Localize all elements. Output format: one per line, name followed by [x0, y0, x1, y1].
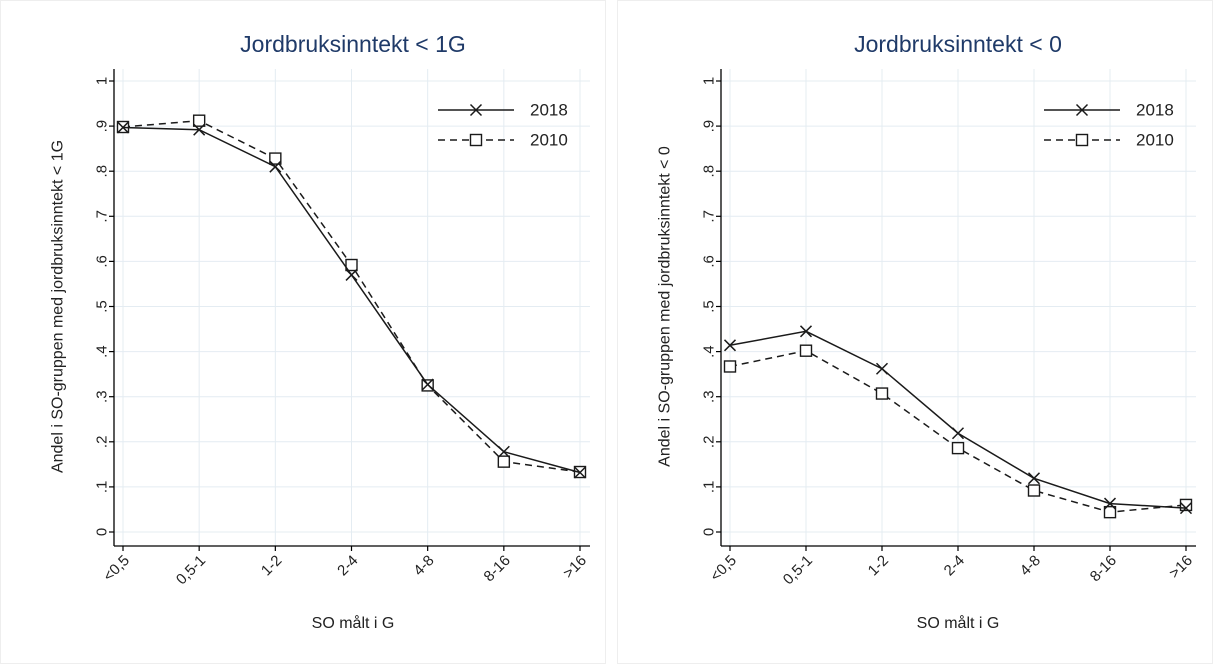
- y-axis-title: Andel i SO-gruppen med jordbruksinntekt …: [50, 140, 67, 473]
- square-marker: [799, 344, 813, 357]
- y-tick-label: .5: [701, 300, 718, 313]
- square-marker: [1075, 133, 1089, 147]
- series-2010: [723, 344, 1193, 519]
- square-marker: [1027, 484, 1041, 497]
- y-tick-label: .9: [701, 120, 718, 133]
- legend-label: 2010: [530, 131, 568, 150]
- y-tick-label: .2: [94, 436, 111, 449]
- panel-right-frame: [617, 0, 1213, 664]
- x-marker: [116, 121, 130, 134]
- x-marker: [1027, 472, 1041, 485]
- y-tick-label: .6: [701, 255, 718, 268]
- legend-label: 2018: [1136, 101, 1174, 120]
- x-marker: [723, 339, 737, 352]
- y-tick-label: 0: [94, 528, 111, 536]
- legend-label: 2010: [1136, 131, 1174, 150]
- series-2018: [116, 121, 587, 479]
- y-tick-label: .3: [701, 390, 718, 403]
- x-marker: [421, 378, 434, 391]
- x-axis-title: SO målt i G: [312, 614, 395, 632]
- y-tick-label: .6: [94, 255, 111, 268]
- x-marker: [497, 445, 510, 458]
- y-tick-label: .4: [701, 345, 718, 358]
- square-marker: [469, 133, 483, 147]
- square-marker: [1179, 498, 1193, 512]
- chart-title: Jordbruksinntekt < 0: [854, 31, 1062, 57]
- y-axis-title: Andel i SO-gruppen med jordbruksinntekt …: [657, 146, 674, 467]
- y-tick-label: .2: [701, 436, 718, 449]
- chart-title: Jordbruksinntekt < 1G: [240, 31, 466, 57]
- square-marker: [269, 152, 282, 165]
- gridlines: [721, 69, 1196, 546]
- y-tick-label: .9: [94, 120, 111, 133]
- x-marker: [1179, 502, 1193, 515]
- x-marker: [469, 103, 483, 117]
- panel-left-frame: [0, 0, 606, 664]
- legend: 2018 2010: [438, 101, 568, 150]
- x-marker: [1075, 103, 1089, 117]
- y-tick-label: 1: [94, 77, 111, 85]
- x-marker: [875, 362, 889, 375]
- square-marker: [723, 360, 737, 373]
- x-marker: [193, 123, 206, 136]
- x-marker: [799, 325, 813, 338]
- square-marker: [497, 455, 511, 468]
- y-tick-label: 1: [701, 77, 718, 85]
- x-marker: [573, 466, 587, 479]
- gridlines: [114, 69, 590, 546]
- y-tick-label: 0: [701, 528, 718, 536]
- square-marker: [345, 258, 358, 272]
- y-tick-label: .8: [701, 165, 718, 178]
- square-marker: [192, 114, 206, 127]
- y-tick-label: .1: [94, 481, 111, 494]
- x-marker: [1103, 497, 1117, 510]
- y-tick-label: .3: [94, 390, 111, 403]
- x-axis-title: SO målt i G: [917, 614, 1000, 632]
- square-marker: [1103, 505, 1117, 519]
- x-marker: [269, 160, 282, 173]
- y-tick-label: .1: [701, 481, 718, 494]
- y-tick-label: .7: [701, 210, 718, 223]
- x-marker: [951, 427, 965, 440]
- y-tick-label: .4: [94, 345, 111, 358]
- y-tick-label: .5: [94, 300, 111, 313]
- legend-label: 2018: [530, 101, 568, 120]
- square-marker: [875, 387, 889, 400]
- series-2018: [723, 325, 1193, 515]
- y-tick-label: .7: [94, 210, 111, 223]
- x-marker: [345, 268, 358, 281]
- square-marker: [951, 441, 965, 455]
- legend: 2018 2010: [1044, 101, 1174, 150]
- y-tick-label: .8: [94, 165, 111, 178]
